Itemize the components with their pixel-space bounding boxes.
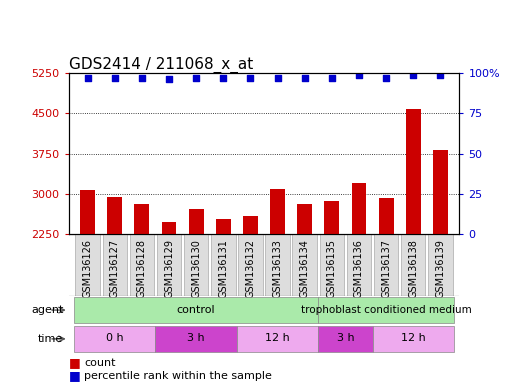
Bar [102,234,127,296]
Bar [401,234,426,296]
Bar [374,234,398,296]
Text: 12 h: 12 h [401,333,426,343]
Bar [188,209,204,234]
Bar [297,204,312,234]
Bar [373,326,454,352]
Text: GSM136126: GSM136126 [83,239,92,298]
Text: GSM136130: GSM136130 [191,239,201,298]
Text: ■: ■ [69,356,80,369]
Point [382,75,390,81]
Bar [238,234,262,296]
Text: 12 h: 12 h [265,333,290,343]
Text: 3 h: 3 h [336,333,354,343]
Text: control: control [177,305,215,314]
Point [436,71,445,78]
Bar [157,234,181,296]
Bar [433,150,448,234]
Point [300,75,309,81]
Point [165,76,173,83]
Text: GSM136129: GSM136129 [164,239,174,298]
Bar [347,234,371,296]
Text: ■: ■ [69,369,80,382]
Point [219,75,228,81]
Point [327,75,336,81]
Point [110,75,119,81]
Bar [324,201,340,234]
Point [246,75,254,81]
Point [355,71,363,78]
Bar [155,326,237,352]
Bar [74,326,155,352]
Bar [216,219,231,234]
Bar [130,234,154,296]
Bar [379,198,393,234]
Bar [135,204,149,234]
Point [274,75,282,81]
Bar [318,326,373,352]
Point [409,71,418,78]
Bar [76,234,100,296]
Bar [319,234,344,296]
Bar [428,234,452,296]
Text: GSM136137: GSM136137 [381,239,391,298]
Bar [318,297,454,323]
Bar [80,190,95,234]
Text: GSM136139: GSM136139 [436,239,445,298]
Bar [237,326,318,352]
Bar [184,234,209,296]
Text: 3 h: 3 h [187,333,205,343]
Bar [270,189,285,234]
Bar [243,217,258,234]
Bar [352,183,366,234]
Text: time: time [38,334,63,344]
Text: GSM136131: GSM136131 [218,239,228,298]
Bar [162,222,176,234]
Text: GSM136128: GSM136128 [137,239,147,298]
Text: 0 h: 0 h [106,333,124,343]
Text: percentile rank within the sample: percentile rank within the sample [84,371,272,381]
Text: GSM136134: GSM136134 [300,239,310,298]
Text: GSM136127: GSM136127 [110,239,120,298]
Text: count: count [84,358,116,368]
Text: agent: agent [31,305,63,315]
Point [138,75,146,81]
Bar [74,297,318,323]
Text: trophoblast conditioned medium: trophoblast conditioned medium [301,305,472,314]
Text: GSM136133: GSM136133 [272,239,282,298]
Text: GDS2414 / 211068_x_at: GDS2414 / 211068_x_at [69,57,253,73]
Text: GSM136138: GSM136138 [408,239,418,298]
Text: GSM136135: GSM136135 [327,239,337,298]
Text: GSM136136: GSM136136 [354,239,364,298]
Bar [406,109,421,234]
Bar [266,234,290,296]
Bar [107,197,122,234]
Point [83,75,92,81]
Text: GSM136132: GSM136132 [246,239,256,298]
Bar [293,234,317,296]
Point [192,75,201,81]
Bar [211,234,235,296]
